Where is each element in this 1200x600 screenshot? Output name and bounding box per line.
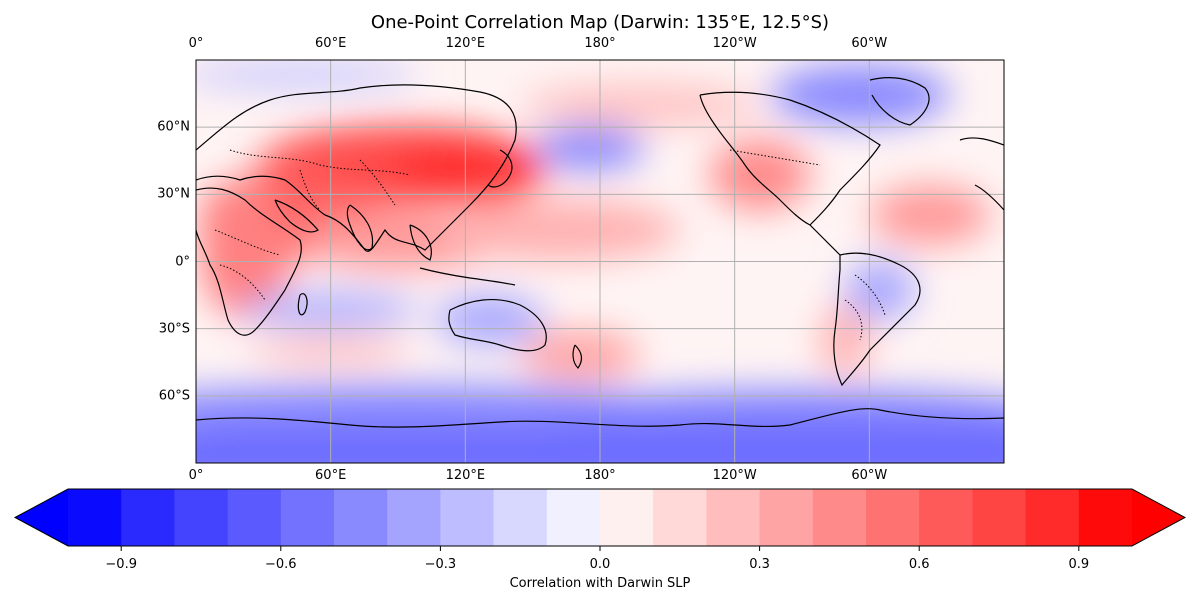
lon-tick-top-4: 120°W: [712, 36, 757, 51]
lat-tick-1: 30°N: [157, 186, 190, 202]
gridlines: [196, 60, 1004, 463]
colorbar-segment-5: [334, 489, 388, 546]
colorbar-segment-15: [866, 489, 920, 546]
coast-west-africa: [974, 184, 1004, 211]
colorbar-segment-1: [121, 489, 175, 546]
colorbar-segment-10: [600, 489, 654, 546]
field-blob-southern-ocean-2: [540, 390, 1004, 440]
map-field: [196, 60, 1004, 463]
lon-tick-bottom-2: 120°E: [445, 468, 486, 483]
lon-tick-bottom-3: 180°: [584, 468, 616, 483]
border-line-1: [229, 149, 411, 176]
lat-tick-0: 60°N: [157, 119, 190, 135]
lon-tick-top-3: 180°: [584, 36, 616, 51]
colorbar-tick-label-5: 0.6: [909, 557, 930, 572]
lon-tick-top-5: 60°W: [851, 36, 888, 51]
lat-tick-3: 30°S: [158, 321, 190, 337]
field-blob-atlantic: [870, 185, 990, 245]
coast-new-zealand: [572, 344, 583, 369]
border-line-3: [219, 264, 266, 301]
coast-southeast-asia: [409, 224, 432, 261]
colorbar-segment-4: [280, 489, 335, 546]
colorbar-extend-under: [15, 489, 68, 546]
coast-south-america: [833, 252, 921, 387]
colorbar-label: Correlation with Darwin SLP: [509, 576, 691, 591]
colorbar-segment-2: [174, 489, 229, 546]
lat-tick-2: 0°: [175, 254, 190, 269]
border-line-6: [729, 149, 821, 166]
colorbar-outline: [13, 488, 1187, 547]
coast-greenland: [869, 77, 930, 126]
field-blob-south-america-red: [820, 305, 870, 375]
field-blob-arctic-blue: [770, 65, 950, 125]
coast-india: [346, 204, 374, 251]
coast-japan: [487, 149, 513, 188]
coast-antarctica: [196, 408, 1004, 428]
lon-tick-bottom-5: 60°W: [851, 468, 888, 483]
colorbar-extend-over: [1132, 489, 1185, 546]
border-line-2: [214, 229, 281, 256]
field-blob-australia-blue: [435, 295, 545, 345]
colorbar-segment-19: [1078, 489, 1133, 546]
border-line-4: [299, 169, 321, 211]
field-blob-north-pacific-red: [520, 83, 760, 127]
coast-africa: [196, 187, 302, 336]
lon-tick-top-0: 0°: [188, 36, 204, 51]
border-line-8: [844, 299, 863, 341]
field-blob-asia-core: [395, 135, 545, 205]
coast-central-america: [809, 224, 841, 256]
field-blob-north-america: [710, 140, 810, 210]
colorbar-tick-label-1: −0.6: [265, 557, 297, 572]
coast-arabia: [274, 199, 319, 233]
coast-europe-asia: [196, 84, 517, 252]
lon-tick-bottom-1: 60°E: [315, 468, 347, 483]
colorbar-tick-label-4: 0.3: [749, 557, 770, 572]
colorbar-segment-8: [493, 489, 548, 546]
field-blob-south-pacific-red: [520, 330, 640, 380]
border-line-5: [359, 159, 396, 206]
colorbar-segment-18: [1025, 489, 1080, 546]
colorbar-tick-label-2: −0.3: [425, 557, 457, 572]
lat-tick-4: 60°S: [158, 388, 190, 404]
colorbar: −0.9 −0.6 −0.3 0.0 0.3 0.6 0.9: [13, 488, 1187, 572]
field-blob-west-pacific: [440, 200, 680, 260]
field-blob-north-pacific-blue: [535, 126, 645, 170]
coast-madagascar: [297, 293, 308, 316]
colorbar-segment-11: [653, 489, 707, 546]
lon-tick-top-1: 60°E: [315, 36, 347, 51]
colorbar-segment-3: [227, 489, 282, 546]
lon-tick-bottom-4: 120°W: [712, 468, 757, 483]
coastlines: [196, 77, 1004, 428]
colorbar-segment-7: [440, 489, 495, 546]
field-blob-africa: [200, 180, 290, 320]
colorbar-segment-13: [759, 489, 814, 546]
colorbar-segment-12: [706, 489, 761, 546]
colorbar-segment-14: [812, 489, 867, 546]
field-blob-north-edge-blue: [196, 61, 420, 89]
lon-tick-top-2: 120°E: [445, 36, 486, 51]
field-blob-south-indian-red: [250, 336, 410, 364]
colorbar-segment-6: [387, 489, 441, 546]
coast-indonesia: [419, 267, 516, 286]
colorbar-segment-0: [68, 489, 122, 546]
colorbar-segment-17: [972, 489, 1027, 546]
border-line-7: [854, 274, 886, 316]
map-frame: [195, 59, 1005, 464]
colorbar-segment-16: [919, 489, 973, 546]
colorbar-tick-label-0: −0.9: [105, 557, 137, 572]
coast-australia: [448, 299, 547, 352]
field-blob-south-indian-blue: [240, 292, 420, 328]
lon-tick-bottom-0: 0°: [188, 468, 204, 483]
colorbar-tick-label-6: 0.9: [1068, 557, 1089, 572]
field-blob-south-america-blue: [845, 260, 915, 320]
country-borders: [214, 149, 886, 341]
coast-europe-west: [959, 137, 1004, 146]
map-title: One-Point Correlation Map (Darwin: 135°E…: [370, 12, 830, 33]
colorbar-tick-label-3: 0.0: [590, 557, 611, 572]
coast-north-america: [699, 91, 881, 226]
colorbar-segment-9: [546, 489, 601, 546]
